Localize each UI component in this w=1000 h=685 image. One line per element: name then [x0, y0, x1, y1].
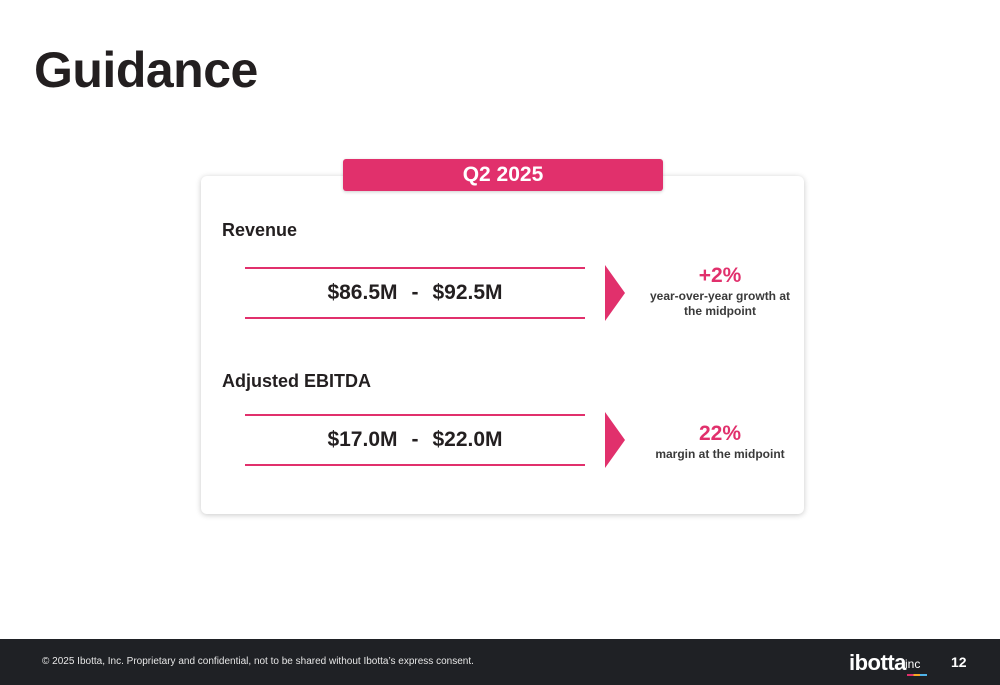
page-number: 12 — [951, 654, 967, 670]
ebitda-label: Adjusted EBITDA — [222, 371, 372, 391]
logo-stripe-icon — [907, 674, 927, 676]
revenue-callout: +2% year-over-year growth at the midpoin… — [645, 263, 795, 319]
ibotta-logo: ibotta — [849, 650, 906, 675]
ebitda-callout: 22% margin at the midpoint — [645, 421, 795, 462]
guidance-card — [201, 176, 804, 514]
slide-title: Guidance — [34, 42, 258, 98]
ebitda-margin-value: 22% — [698, 422, 742, 445]
ebitda-low: $17.0M — [327, 428, 398, 451]
period-label: Q2 2025 — [462, 163, 544, 186]
revenue-arrow-icon — [605, 265, 625, 321]
revenue-growth-value: +2% — [698, 264, 742, 287]
footer-disclaimer: © 2025 Ibotta, Inc. Proprietary and conf… — [42, 656, 474, 667]
ebitda-margin-text: margin at the midpoint — [655, 447, 785, 461]
revenue-label: Revenue — [222, 220, 298, 240]
footer-bar: © 2025 Ibotta, Inc. Proprietary and conf… — [0, 639, 1000, 685]
revenue-separator: - — [411, 281, 419, 304]
ebitda-high: $22.0M — [432, 428, 503, 451]
period-tab: Q2 2025 — [343, 159, 663, 191]
revenue-high: $92.5M — [432, 281, 503, 304]
revenue-growth-text: year-over-year growth at the midpoint — [649, 289, 791, 318]
ibotta-logo-suffix: inc — [905, 657, 921, 671]
ebitda-range: $17.0M - $22.0M — [245, 414, 585, 466]
revenue-range: $86.5M - $92.5M — [245, 267, 585, 319]
ebitda-arrow-icon — [605, 412, 625, 468]
revenue-low: $86.5M — [327, 281, 398, 304]
ebitda-separator: - — [411, 428, 419, 451]
